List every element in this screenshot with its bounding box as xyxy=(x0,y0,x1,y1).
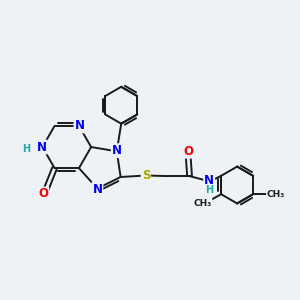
Text: N: N xyxy=(112,144,122,157)
Text: S: S xyxy=(142,169,150,182)
Text: N: N xyxy=(92,183,102,196)
Text: H: H xyxy=(205,185,213,195)
Text: O: O xyxy=(38,188,48,200)
Text: CH₃: CH₃ xyxy=(193,199,212,208)
Text: CH₃: CH₃ xyxy=(267,190,285,199)
Text: H: H xyxy=(22,143,30,154)
Text: N: N xyxy=(204,174,214,188)
Text: N: N xyxy=(75,119,85,132)
Text: N: N xyxy=(37,140,47,154)
Text: O: O xyxy=(184,145,194,158)
